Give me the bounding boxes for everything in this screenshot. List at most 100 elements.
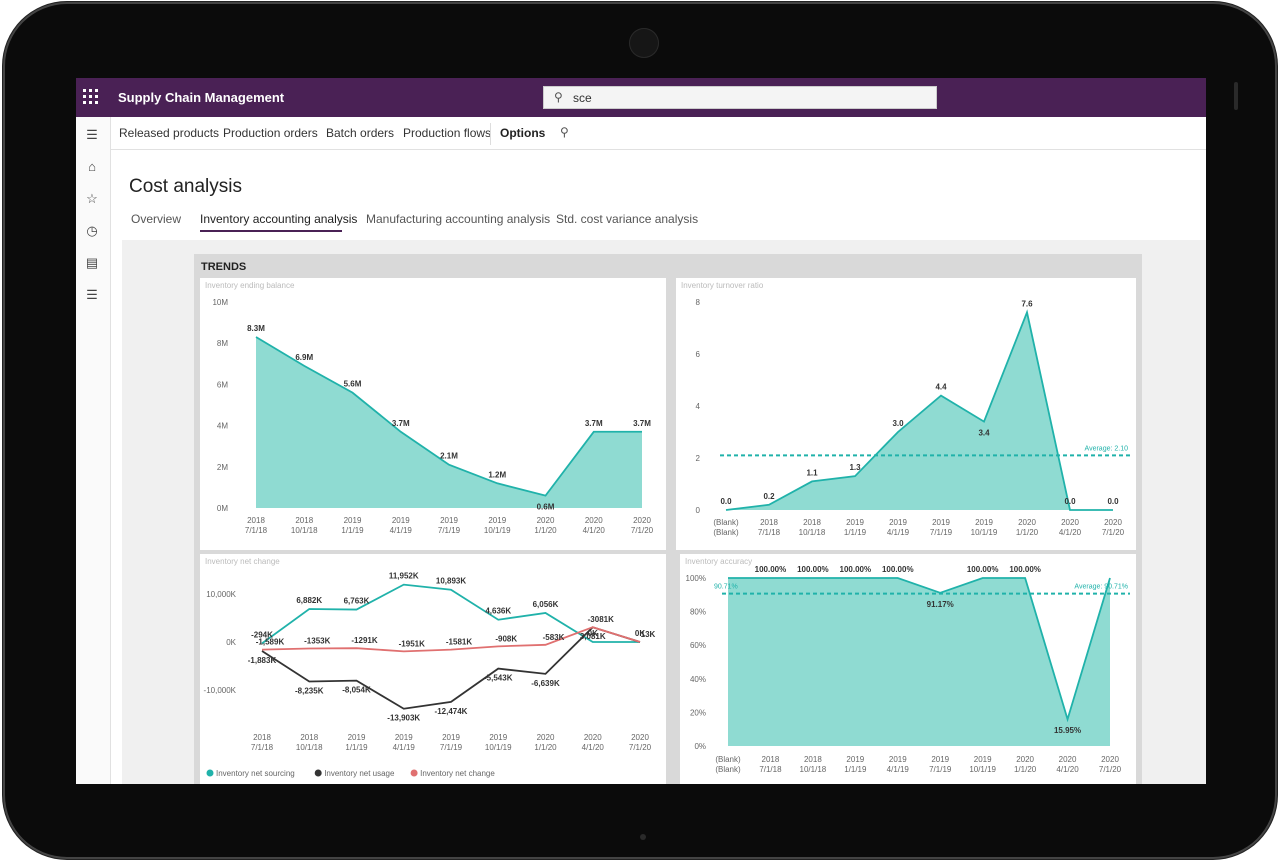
chart-inventory-ending-balance: Inventory ending balance 0M 2M 4M 6M 8M 10M 8.… [200, 278, 666, 550]
data-label: -1951K [399, 639, 425, 648]
data-label: -1,883K [248, 656, 277, 665]
area-fill [256, 337, 642, 508]
x-tick-label: 2020 7/1/20 [629, 733, 652, 752]
side-button [1234, 82, 1238, 110]
chart-title: Inventory net change [205, 557, 280, 566]
workspaces-icon[interactable]: ▤ [85, 255, 99, 270]
x-tick-label: 2020 4/1/20 [1056, 755, 1079, 774]
legend-marker [206, 769, 214, 777]
x-tick-label: 2020 1/1/20 [534, 516, 557, 535]
x-tick-label: 2019 4/1/19 [393, 733, 416, 752]
y-tick-label: -10,000K [204, 686, 237, 695]
y-tick-label: 100% [686, 574, 706, 583]
average-label: Average: 90.71% [1074, 584, 1128, 591]
recent-clock-icon[interactable]: ◷ [86, 223, 98, 238]
y-tick-label: 8M [217, 339, 228, 348]
data-label: 100.00% [755, 565, 787, 574]
chart-svg: 0% 20% 40% 60% 80% 100% Average: 90.71% 90.71% (… [686, 565, 1130, 774]
nav-production-flows[interactable]: Production flows [403, 126, 492, 140]
legend-marker [314, 769, 322, 777]
chart-svg: -10,000K 0K 10,000K -294K 6,882K 6,763K 11,952… [204, 572, 656, 778]
tab-manufacturing-accounting-analysis[interactable]: Manufacturing accounting analysis [366, 212, 551, 226]
search-value: sce [573, 91, 592, 105]
data-label: 0K [635, 629, 645, 638]
data-label: 100.00% [797, 565, 829, 574]
top-bar: Supply Chain Management ⚲ sce [76, 78, 1206, 117]
x-tick-label: 2019 1/1/19 [345, 733, 368, 752]
y-tick-label: 0% [694, 742, 706, 751]
data-label: -8,054K [342, 686, 371, 695]
nav-released-products[interactable]: Released products [119, 126, 220, 140]
chart-inventory-turnover-ratio: Inventory turnover ratio 0 2 4 6 8 Average: 2… [676, 278, 1136, 550]
data-label: -3081K [588, 615, 614, 624]
chart-title: Inventory ending balance [205, 281, 295, 290]
favorites-star-icon[interactable]: ☆ [86, 191, 98, 206]
data-label: -583K [543, 633, 565, 642]
search-input[interactable]: ⚲ sce [543, 86, 937, 109]
x-tick-label: 2018 10/1/18 [800, 755, 827, 774]
x-tick-label: 2019 7/1/19 [438, 516, 461, 535]
data-label: 11,952K [389, 572, 419, 581]
camera [629, 28, 659, 58]
data-label: 1.3 [849, 463, 861, 472]
y-tick-label: 0M [217, 504, 228, 513]
y-tick-label: 10M [212, 298, 228, 307]
tab-overview[interactable]: Overview [131, 212, 182, 226]
nav-options[interactable]: Options [500, 126, 546, 140]
tab-std-cost-variance-analysis[interactable]: Std. cost variance analysis [556, 212, 699, 226]
y-tick-label: 0 [696, 506, 701, 515]
y-tick-label: 6 [696, 350, 701, 359]
data-label: 15.95% [1054, 726, 1081, 735]
y-tick-label: 40% [690, 675, 706, 684]
x-tick-label: 2019 7/1/19 [929, 755, 952, 774]
nav-batch-orders[interactable]: Batch orders [326, 126, 395, 140]
page-title: Cost analysis [129, 176, 242, 197]
action-search-icon[interactable]: ⚲ [560, 125, 569, 139]
x-tick-label: 2020 7/1/20 [631, 516, 654, 535]
data-label: 0.0 [1064, 497, 1076, 506]
data-label: 10,893K [436, 577, 466, 586]
data-label: 1.1 [806, 468, 818, 477]
legend-marker [410, 769, 418, 777]
x-tick-label: 2019 7/1/19 [440, 733, 463, 752]
data-label: 0.6M [537, 503, 555, 512]
x-tick-label: 2018 7/1/18 [251, 733, 274, 752]
section-title: TRENDS [201, 261, 247, 273]
modules-list-icon[interactable]: ☰ [86, 287, 98, 302]
x-tick-label: 2019 4/1/19 [887, 755, 910, 774]
x-tick-label: 2019 4/1/19 [887, 518, 910, 537]
data-label: -908K [495, 634, 517, 643]
data-label: 100.00% [1009, 565, 1041, 574]
data-label: 1.2M [488, 470, 506, 479]
data-label: 0.0 [720, 497, 732, 506]
x-tick-label: 2020 4/1/20 [1059, 518, 1082, 537]
app-title[interactable]: Supply Chain Management [118, 90, 285, 105]
x-tick-label: 2018 7/1/18 [245, 516, 268, 535]
data-label: 0.0 [1107, 497, 1119, 506]
y-tick-label: 0K [226, 638, 236, 647]
tab-inventory-accounting-analysis[interactable]: Inventory accounting analysis [200, 212, 358, 226]
x-tick-label: 2020 7/1/20 [1102, 518, 1125, 537]
x-tick-label: 2019 4/1/19 [390, 516, 413, 535]
hamburger-menu-icon[interactable]: ☰ [86, 127, 98, 142]
data-label: 13K [641, 630, 656, 639]
y-tick-label: 20% [690, 708, 706, 717]
app-launcher-icon[interactable] [82, 88, 100, 106]
average-label: Average: 2.10 [1085, 445, 1129, 452]
legend-label: Inventory net usage [324, 769, 395, 778]
data-label: -12,474K [435, 707, 468, 716]
data-label: 91.17% [927, 600, 954, 609]
y-tick-label: 4 [696, 402, 701, 411]
nav-production-orders[interactable]: Production orders [223, 126, 318, 140]
trends-section: TRENDS Inventory ending balance 0M 2M 4M 6M… [194, 254, 1142, 784]
x-tick-label: 2020 1/1/20 [1016, 518, 1039, 537]
series-line [261, 626, 641, 653]
x-tick-label: 2018 10/1/18 [296, 733, 323, 752]
x-tick-label: 2018 10/1/18 [291, 516, 318, 535]
x-tick-label: 2019 10/1/19 [971, 518, 998, 537]
data-label: 3.7M [585, 419, 603, 428]
y-tick-label: 2 [696, 454, 701, 463]
x-tick-label: 2020 7/1/20 [1099, 755, 1122, 774]
x-tick-label: 2019 1/1/19 [844, 755, 867, 774]
home-icon[interactable]: ⌂ [88, 159, 96, 174]
